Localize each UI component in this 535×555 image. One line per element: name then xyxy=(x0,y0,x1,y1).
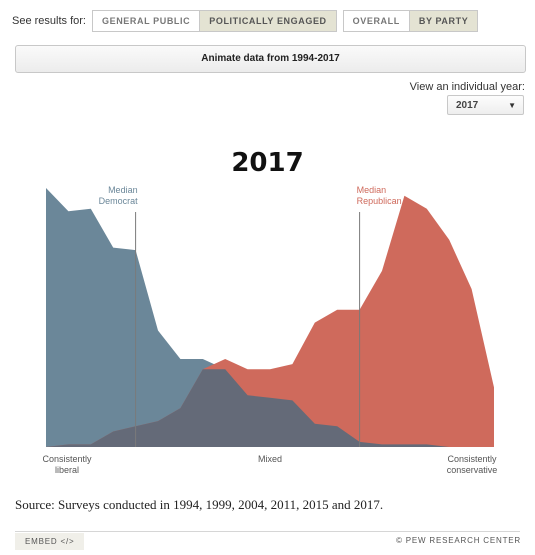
x-tick-label: conservative xyxy=(447,465,498,475)
credit-text: © PEW RESEARCH CENTER xyxy=(396,536,521,545)
footer-divider xyxy=(15,531,520,532)
audience-toggle: GENERAL PUBLIC POLITICALLY ENGAGED xyxy=(91,10,337,32)
x-tick-label: Consistently xyxy=(447,454,497,464)
embed-button[interactable]: EMBED </> xyxy=(15,533,85,550)
chevron-down-icon: ▼ xyxy=(508,101,516,110)
democrat-area xyxy=(46,188,494,447)
source-note: Source: Surveys conducted in 1994, 1999,… xyxy=(15,497,384,512)
overlap-area xyxy=(46,369,494,447)
median-democrat-label: Democrat xyxy=(99,196,139,206)
x-tick-label: Mixed xyxy=(258,454,282,464)
animate-button[interactable]: Animate data from 1994-2017 xyxy=(15,45,526,73)
overall-button[interactable]: OVERALL xyxy=(342,10,410,32)
ideology-distribution-chart: MedianDemocratMedianRepublicanConsistent… xyxy=(42,185,498,475)
by-party-button[interactable]: BY PARTY xyxy=(409,10,479,32)
filter-label: See results for: xyxy=(12,15,86,27)
x-tick-label: Consistently xyxy=(42,454,92,464)
general-public-button[interactable]: GENERAL PUBLIC xyxy=(91,10,201,32)
year-selector-label: View an individual year: xyxy=(409,81,525,93)
median-democrat-label: Median xyxy=(108,185,138,195)
chart-title: 2017 xyxy=(231,148,304,178)
year-select[interactable]: 2017 ▼ xyxy=(447,95,524,115)
x-tick-label: liberal xyxy=(55,465,79,475)
politically-engaged-button[interactable]: POLITICALLY ENGAGED xyxy=(200,10,337,32)
filter-row: See results for: GENERAL PUBLIC POLITICA… xyxy=(12,10,484,32)
median-republican-label: Republican xyxy=(357,196,402,206)
year-select-value: 2017 xyxy=(456,100,479,111)
view-toggle: OVERALL BY PARTY xyxy=(342,10,479,32)
median-republican-label: Median xyxy=(357,185,387,195)
republican-area xyxy=(46,195,494,447)
